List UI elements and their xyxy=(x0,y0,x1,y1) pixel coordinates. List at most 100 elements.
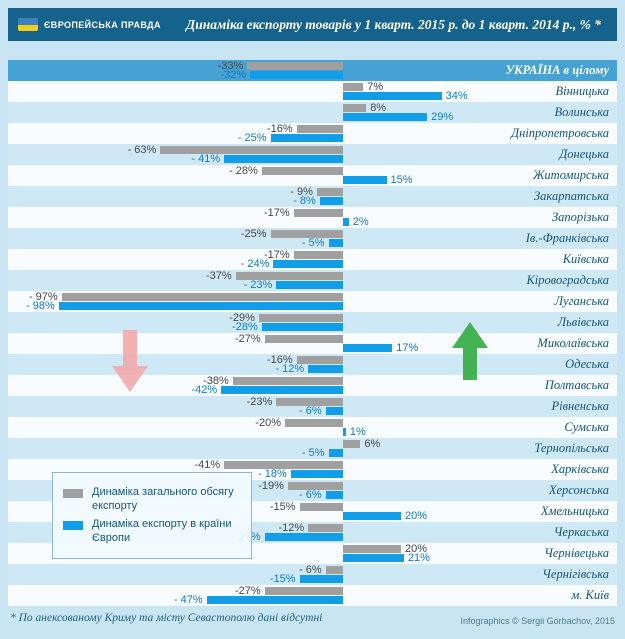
total-bar xyxy=(343,545,401,553)
total-bar xyxy=(343,440,361,448)
legend-item-total: Динаміка загального обсягу експорту xyxy=(63,486,241,513)
europeiska-pravda-logo: ЄВРОПЕЙСЬКА ПРАВДА xyxy=(8,18,176,31)
total-bar xyxy=(258,314,343,322)
region-label: Одеська xyxy=(565,357,609,371)
eu-bar xyxy=(343,344,393,352)
total-bar xyxy=(316,188,343,196)
chart-row: - 28% 15% Житомирська xyxy=(8,165,617,186)
total-bar xyxy=(343,83,364,91)
total-bar xyxy=(308,524,343,532)
total-bar xyxy=(293,209,343,217)
total-value-label: - 63% xyxy=(127,144,157,156)
row-bars: -17% - 24% xyxy=(8,249,475,270)
total-bar xyxy=(343,104,367,112)
chart-row: -16% - 25% Дніпропетровська xyxy=(8,123,617,144)
chart-row: -27% - 47% м. Київ xyxy=(8,585,617,606)
region-label: Ів.-Франківська xyxy=(525,231,609,245)
total-bar xyxy=(232,377,343,385)
chart-row: -17% - 24% Київська xyxy=(8,249,617,270)
chart-row: -33% -32% УКРАЇНА в цілому xyxy=(8,60,617,81)
total-bar xyxy=(264,335,343,343)
total-value-label: -37% xyxy=(206,270,232,282)
total-value-label: 20% xyxy=(405,543,428,555)
eu-value-label: 29% xyxy=(431,111,454,123)
eu-value-label: -42% xyxy=(191,384,218,396)
total-bar xyxy=(325,566,343,574)
total-value-label: -19% xyxy=(258,480,284,492)
row-bars: -27% 17% xyxy=(8,333,475,354)
chart-row: 6% - 5% Тернопільська xyxy=(8,438,617,459)
eu-bar xyxy=(290,470,343,478)
eu-bar xyxy=(224,155,343,163)
row-bars: -23% - 6% xyxy=(8,396,475,417)
eu-value-label: 15% xyxy=(390,174,413,186)
total-value-label: -27% xyxy=(235,585,261,597)
eu-bar xyxy=(325,491,343,499)
eu-bar xyxy=(273,260,343,268)
row-bars: - 6% -15% xyxy=(8,564,475,585)
total-bar xyxy=(247,62,343,70)
total-value-label: -38% xyxy=(203,375,229,387)
chart-row: -38% -42% Полтавська xyxy=(8,375,617,396)
row-bars: -25% - 5% xyxy=(8,228,475,249)
total-value-label: 6% xyxy=(364,438,381,450)
region-label: Чернівецька xyxy=(544,546,609,560)
total-bar xyxy=(276,398,343,406)
eu-value-label: 17% xyxy=(396,342,419,354)
chart-row: 7% 34% Вінницька xyxy=(8,81,617,102)
total-value-label: -20% xyxy=(255,417,281,429)
logo-text: ЄВРОПЕЙСЬКА ПРАВДА xyxy=(44,19,161,30)
total-bar xyxy=(299,503,343,511)
total-value-label: -15% xyxy=(269,501,296,513)
header-bar: ЄВРОПЕЙСЬКА ПРАВДА Динаміка експорту тов… xyxy=(8,8,617,41)
eu-bar xyxy=(299,575,343,583)
eu-bar xyxy=(343,176,387,184)
chart-row: -25% - 5% Ів.-Франківська xyxy=(8,228,617,249)
growth-arrow-icon xyxy=(452,322,488,380)
total-value-label: -33% xyxy=(217,60,244,72)
row-bars: -16% - 25% xyxy=(8,123,475,144)
total-value-label: -27% xyxy=(235,333,261,345)
eu-bar xyxy=(343,92,442,100)
region-label: Запорізька xyxy=(551,210,609,224)
total-value-label: - 97% xyxy=(28,291,58,303)
total-value-label: 7% xyxy=(367,81,384,93)
row-bars: -15% 20% xyxy=(8,501,475,522)
region-label: Рівненська xyxy=(551,399,609,413)
eu-value-label: -32% xyxy=(220,69,247,81)
eu-value-label: - 24% xyxy=(240,258,270,270)
eu-bar xyxy=(58,302,343,310)
region-label: Кіровоградська xyxy=(526,273,609,287)
eu-value-label: - 6% xyxy=(298,405,322,417)
total-value-label: 8% xyxy=(370,102,387,114)
row-bars: - 9% - 8% xyxy=(8,186,475,207)
row-bars: - 63% - 41% xyxy=(8,144,475,165)
row-bars: -29% -28% xyxy=(8,312,475,333)
eu-value-label: 2% xyxy=(352,216,369,228)
region-label: Тернопільська xyxy=(534,441,609,455)
eu-bar xyxy=(343,428,346,436)
eu-value-label: - 12% xyxy=(275,363,305,375)
chart-row: -23% - 6% Рівненська xyxy=(8,396,617,417)
legend: Динаміка загального обсягу експорту Дина… xyxy=(52,472,252,559)
eu-value-label: - 5% xyxy=(301,447,325,459)
region-label: Хмельницька xyxy=(540,504,609,518)
decline-arrow-icon xyxy=(112,330,148,392)
row-bars: -37% - 23% xyxy=(8,270,475,291)
region-label: Київська xyxy=(562,252,609,266)
total-value-label: - 9% xyxy=(290,186,313,198)
eu-value-label: - 25% xyxy=(237,132,267,144)
row-bars: -16% - 12% xyxy=(8,354,475,375)
chart-row: -29% -28% Львівська xyxy=(8,312,617,333)
total-value-label: - 6% xyxy=(298,564,322,576)
region-label: Чернігівська xyxy=(542,567,609,581)
chart-row: -17% 2% Запорізька xyxy=(8,207,617,228)
eu-value-label: 21% xyxy=(407,552,430,564)
eu-bar xyxy=(261,323,343,331)
chart-row: -20% 1% Сумська xyxy=(8,417,617,438)
region-label: Житомирська xyxy=(532,168,609,182)
eu-value-label: - 5% xyxy=(301,237,325,249)
eu-bar xyxy=(343,512,401,520)
region-label: Херсонська xyxy=(548,483,609,497)
row-bars: 7% 34% xyxy=(8,81,475,102)
